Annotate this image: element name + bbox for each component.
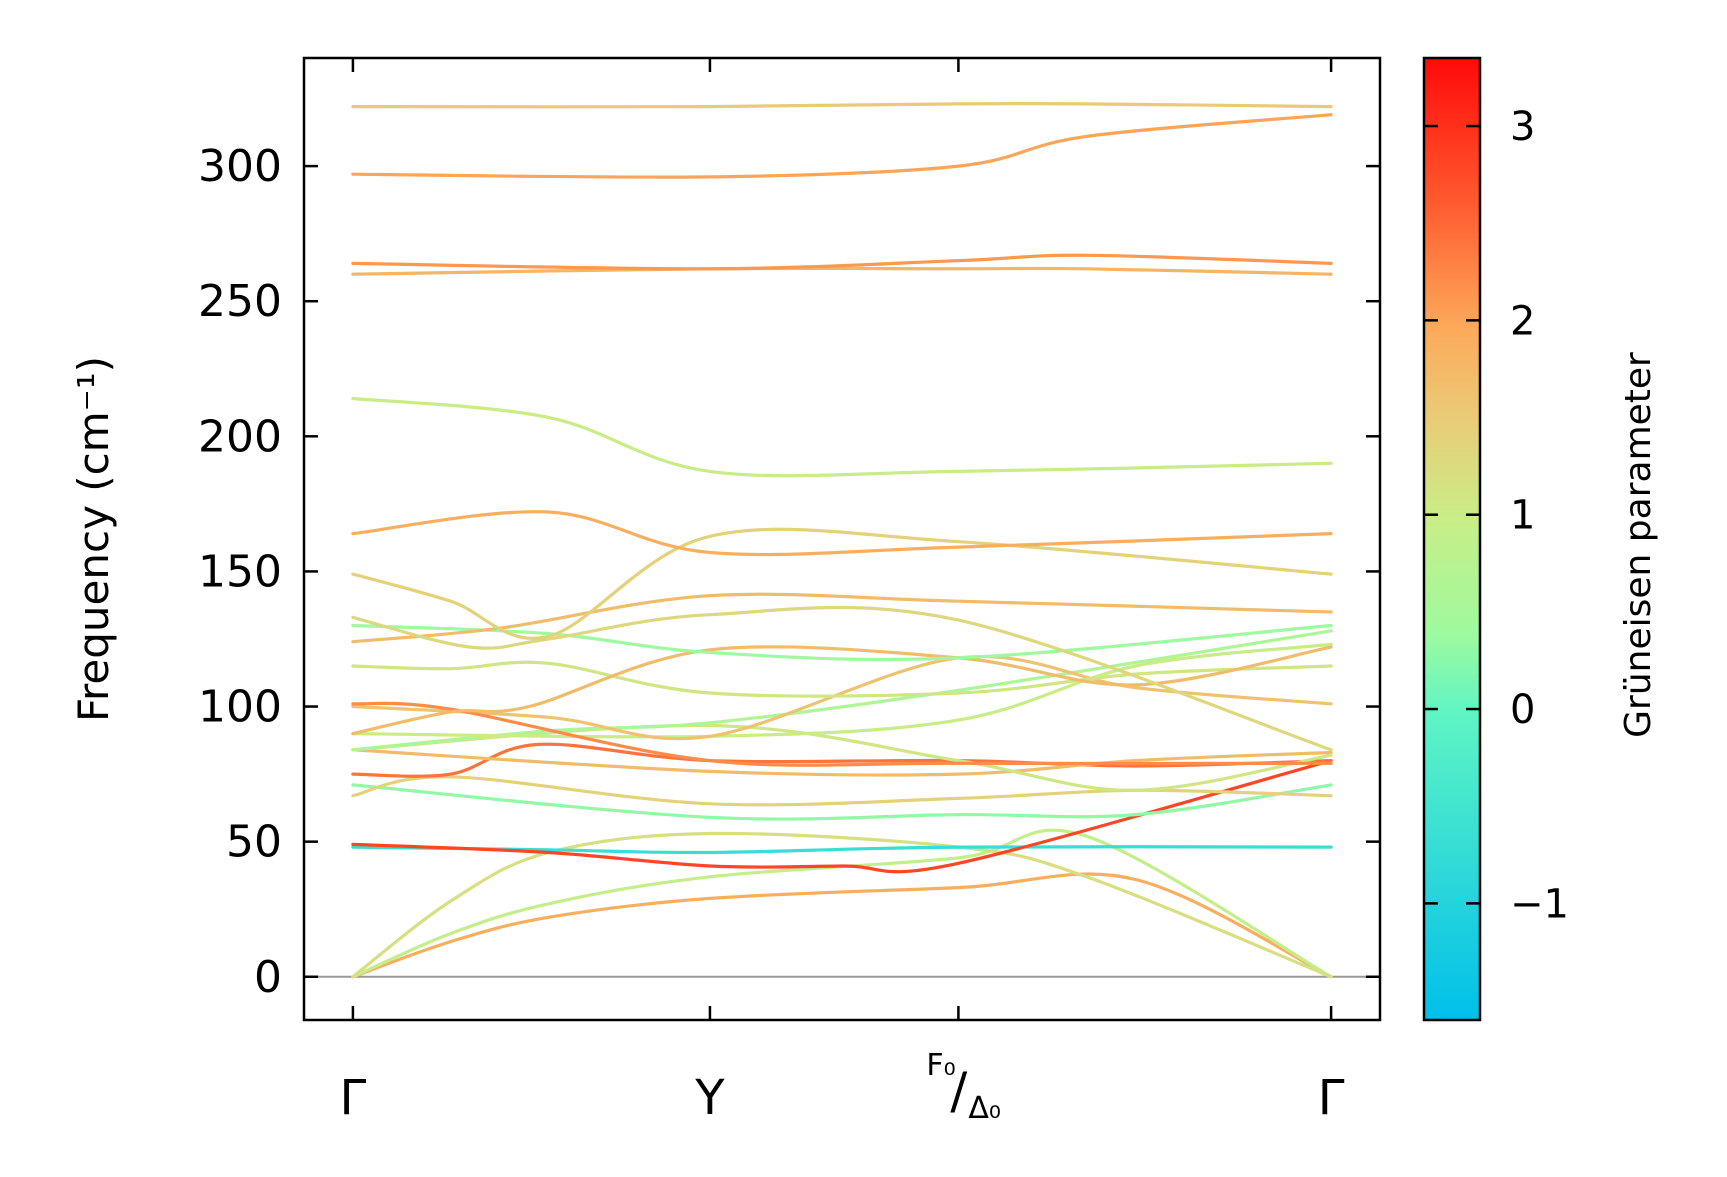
colorbar-tick-label: 2	[1510, 298, 1535, 344]
y-axis-ticks: 0 50 100 150 200 250 300	[198, 141, 1380, 1003]
series-line-branch-15	[351, 660, 1333, 698]
y-tick-label: 300	[198, 141, 282, 192]
plot-frame	[302, 56, 1382, 1022]
series-line-branch-3	[351, 831, 1333, 979]
series-line-branch-8	[351, 742, 1333, 778]
colorbar-ticks: −1 0 1 2 3	[1424, 104, 1569, 927]
series-line-branch-21	[351, 510, 1333, 557]
series-line-branch-16	[351, 645, 1333, 736]
y-tick-label: 0	[254, 952, 282, 1003]
y-tick-label: 100	[198, 682, 282, 733]
phonon-branches	[351, 102, 1333, 979]
x-tick-label: Γ	[1318, 1070, 1345, 1126]
colorbar-tick-label: 0	[1510, 687, 1535, 733]
x-tick-label-fraction: F₀/Δ₀	[926, 1048, 1001, 1126]
series-line-branch-12	[351, 642, 1333, 739]
x-tick-label-numerator: F₀	[926, 1048, 955, 1083]
series-line-branch-1	[351, 872, 1333, 979]
y-axis-title: Frequency (cm⁻¹)	[69, 356, 118, 722]
series-line-branch-23	[351, 266, 1333, 276]
x-tick-label-denominator: Δ₀	[968, 1091, 1001, 1126]
y-tick-label: 50	[226, 817, 282, 868]
colorbar-tick-label: 3	[1510, 104, 1535, 150]
series-line-branch-20	[351, 527, 1333, 640]
series-line-branch-2	[351, 828, 1333, 979]
colorbar	[1422, 56, 1482, 1022]
y-tick-label: 250	[198, 276, 282, 327]
y-tick-label: 200	[198, 411, 282, 462]
series-line-branch-22	[351, 396, 1333, 478]
series-line-branch-10	[351, 723, 1333, 792]
colorbar-tick-label: 1	[1510, 493, 1535, 539]
x-tick-label: Γ	[340, 1070, 367, 1126]
series-line-branch-5	[351, 759, 1333, 874]
series-line-branch-18	[351, 592, 1333, 644]
series-line-branch-13	[351, 654, 1333, 741]
x-axis-ticks: Γ Y F₀/Δ₀ Γ	[340, 58, 1345, 1126]
series-line-branch-9	[351, 748, 1333, 777]
series-line-branch-19	[351, 605, 1333, 752]
series-line-branch-6	[351, 783, 1333, 821]
colorbar-title: Grüneisen parameter	[1618, 352, 1659, 738]
series-line-branch-26	[351, 102, 1333, 109]
series-line-branch-24	[351, 253, 1333, 271]
x-tick-label: Y	[694, 1070, 725, 1126]
series-line-branch-25	[351, 113, 1333, 179]
y-tick-label: 150	[198, 546, 282, 597]
colorbar-tick-label: −1	[1510, 881, 1569, 927]
series-line-branch-14	[351, 701, 1333, 767]
x-tick-label-slash: /	[950, 1062, 967, 1120]
